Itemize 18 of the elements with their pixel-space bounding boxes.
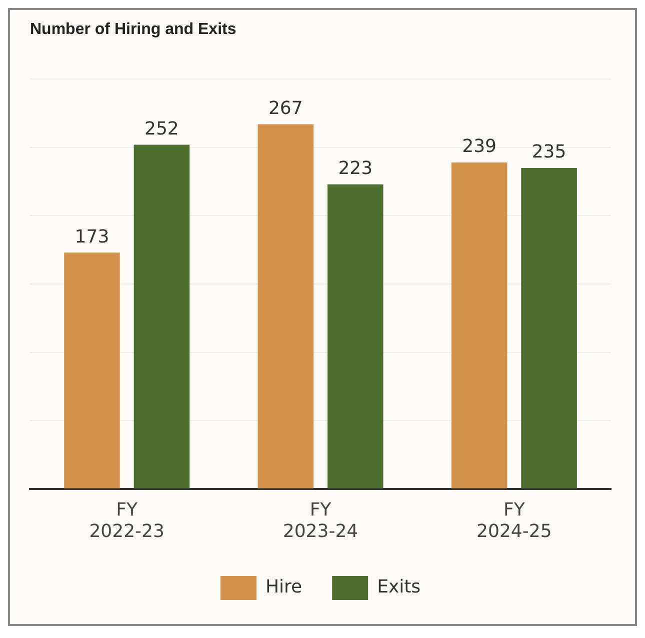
bar xyxy=(327,184,384,488)
data-label: 223 xyxy=(338,158,373,180)
bar xyxy=(134,144,190,488)
x-tick-label: FY 2022-23 xyxy=(89,499,164,542)
data-label: 235 xyxy=(532,142,566,163)
data-label: 267 xyxy=(268,98,303,119)
bar xyxy=(451,162,508,488)
x-tick-label: FY 2023-24 xyxy=(282,499,358,542)
data-label: 173 xyxy=(74,226,110,248)
bar xyxy=(258,124,314,488)
data-label: 239 xyxy=(462,136,496,158)
legend-label: Exits xyxy=(377,576,421,598)
x-tick-label: FY 2024-25 xyxy=(476,499,552,542)
legend-label: Hire xyxy=(265,576,302,598)
bar xyxy=(64,252,120,488)
data-label: 252 xyxy=(144,118,179,140)
chart-title: Number of Hiring and Exits xyxy=(30,21,236,38)
bar xyxy=(521,168,577,488)
